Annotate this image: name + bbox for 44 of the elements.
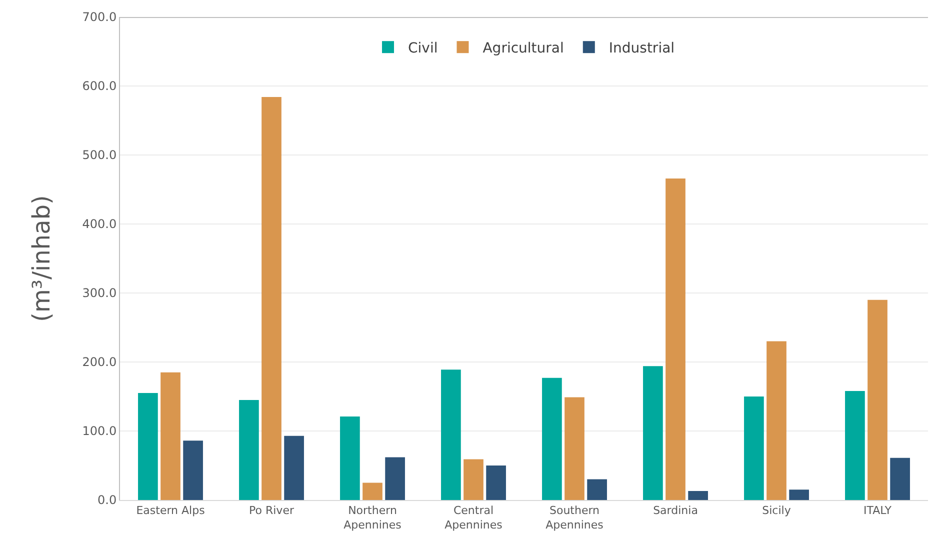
x-tick-label: ITALY [863, 504, 892, 518]
bar [464, 459, 484, 500]
x-tick-label: Sardinia [653, 504, 698, 518]
x-tick-label: Central Apennines [444, 504, 503, 532]
y-tick-label: 300.0 [82, 286, 117, 300]
x-tick-label: Po River [249, 504, 294, 518]
y-tick-label: 200.0 [82, 355, 117, 370]
bar [766, 341, 786, 500]
bar [239, 400, 259, 500]
bar [789, 490, 809, 500]
y-tick-label: 400.0 [82, 217, 117, 232]
x-tick-label: Sicily [762, 504, 792, 518]
bar [688, 491, 708, 500]
bar [845, 390, 865, 500]
x-tick-label: Southern Apennines [546, 504, 604, 532]
y-tick-label: 500.0 [82, 148, 117, 162]
bar [890, 458, 910, 500]
bar [284, 436, 304, 500]
legend-label: Agricultural [482, 40, 564, 57]
bar [340, 416, 360, 500]
bar [362, 482, 382, 500]
bar [868, 300, 888, 500]
bar [486, 466, 506, 500]
y-tick-label: 600.0 [82, 79, 117, 94]
y-tick-label: 0.0 [98, 493, 117, 508]
bar [385, 457, 405, 500]
bar [183, 440, 203, 500]
bar [542, 378, 562, 500]
legend-label: Civil [408, 40, 438, 57]
y-axis-title: (m³/inhab) [27, 195, 56, 322]
y-tick-label: 700.0 [82, 10, 117, 24]
x-tick-label: Northern Apennines [344, 504, 402, 532]
bar [587, 479, 607, 500]
bar [441, 370, 461, 500]
bar [138, 393, 158, 500]
bar [160, 372, 180, 500]
bar [262, 97, 282, 500]
legend-label: Industrial [608, 40, 675, 57]
bar [744, 396, 764, 500]
bar [643, 366, 663, 500]
bar [564, 397, 584, 500]
y-tick-label: 100.0 [82, 424, 117, 438]
x-tick-label: Eastern Alps [136, 504, 206, 518]
bar [666, 178, 686, 500]
